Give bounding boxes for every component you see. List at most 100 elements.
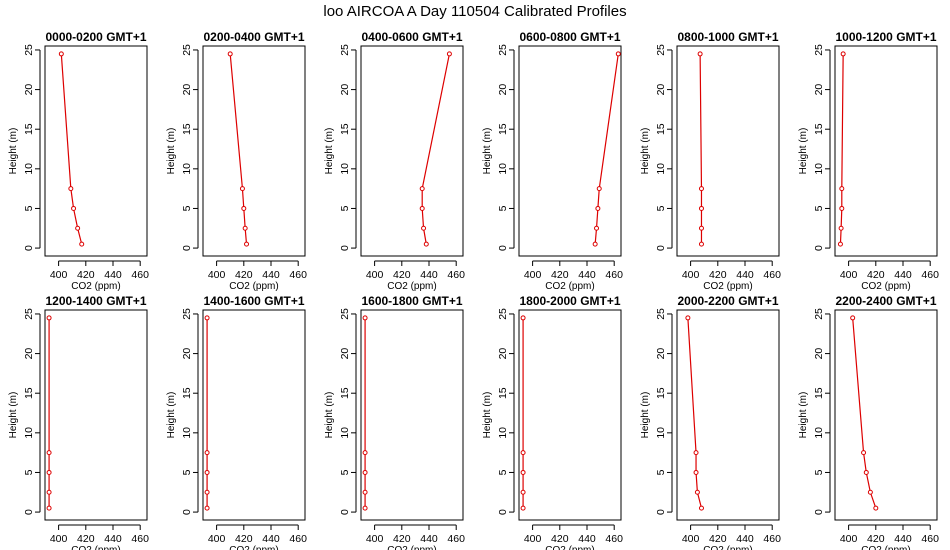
y-axis: 0 5 10 15 20 25 (181, 44, 199, 251)
x-axis: 400 420 440 460 (50, 260, 149, 281)
data-point (362, 450, 368, 456)
plot-frame (44, 309, 148, 521)
y-tick-label: 0 (813, 509, 825, 515)
x-tick-label: 400 (208, 533, 226, 545)
y-tick-label: 25 (655, 44, 667, 56)
plot-frame (360, 45, 464, 257)
data-point (867, 489, 873, 495)
x-tick-label: 420 (551, 269, 569, 281)
x-tick-label: 420 (393, 269, 411, 281)
panel-3: 0400-0600 GMT+1 400 420 440 460 CO2 (ppm) 0 5 10… (324, 30, 465, 292)
data-point (79, 241, 85, 247)
x-tick-label: 460 (921, 533, 939, 545)
x-tick-label: 460 (921, 269, 939, 281)
y-tick-label: 5 (497, 469, 509, 475)
y-tick-label: 0 (339, 509, 351, 515)
y-axis: 0 5 10 15 20 25 (655, 44, 673, 251)
x-axis-label: CO2 (ppm) (71, 545, 120, 550)
y-tick-label: 20 (813, 348, 825, 360)
figure-title: loo AIRCOA A Day 110504 Calibrated Profi… (323, 3, 626, 20)
data-point (850, 315, 856, 321)
x-axis: 400 420 440 460 (524, 524, 623, 545)
y-axis: 0 5 10 15 20 25 (339, 44, 357, 251)
x-tick-label: 440 (578, 269, 596, 281)
data-point (840, 51, 846, 57)
x-axis: 400 420 440 460 (840, 260, 939, 281)
y-tick-label: 25 (339, 44, 351, 56)
y-tick-label: 25 (497, 44, 509, 56)
data-point (698, 205, 704, 211)
y-tick-label: 0 (497, 245, 509, 251)
data-point (241, 205, 247, 211)
x-tick-label: 440 (894, 269, 912, 281)
x-tick-label: 440 (420, 269, 438, 281)
y-tick-label: 0 (23, 509, 35, 515)
data-point (520, 315, 526, 321)
y-tick-label: 25 (813, 44, 825, 56)
y-tick-label: 10 (655, 427, 667, 439)
y-tick-label: 25 (655, 308, 667, 320)
data-point (71, 205, 77, 211)
panel-title: 1000-1200 GMT+1 (835, 30, 936, 44)
panel-1: 0000-0200 GMT+1 400 420 440 460 CO2 (ppm) 0 5 10… (8, 30, 149, 292)
y-tick-label: 25 (23, 308, 35, 320)
y-tick-label: 5 (181, 469, 193, 475)
x-tick-label: 460 (447, 533, 465, 545)
panel-title: 1200-1400 GMT+1 (45, 294, 146, 308)
x-axis-label: CO2 (ppm) (703, 545, 752, 550)
x-tick-label: 400 (840, 533, 858, 545)
data-point (698, 241, 704, 247)
x-tick-label: 400 (366, 269, 384, 281)
panel-7: 1200-1400 GMT+1 400 420 440 460 CO2 (ppm) 0 5 10… (8, 294, 149, 550)
x-tick-label: 400 (682, 269, 700, 281)
y-tick-label: 5 (181, 205, 193, 211)
y-tick-label: 15 (497, 123, 509, 135)
y-tick-label: 5 (23, 205, 35, 211)
plot-frame (44, 45, 148, 257)
plot-frame (518, 45, 622, 257)
x-tick-label: 440 (894, 533, 912, 545)
y-tick-label: 20 (23, 348, 35, 360)
y-tick-label: 15 (655, 123, 667, 135)
y-tick-label: 20 (497, 84, 509, 96)
x-axis-label: CO2 (ppm) (861, 281, 910, 292)
panel-title: 0400-0600 GMT+1 (361, 30, 462, 44)
data-point (615, 51, 621, 57)
x-axis: 400 420 440 460 (682, 260, 781, 281)
x-axis-label: CO2 (ppm) (387, 545, 436, 550)
y-tick-label: 10 (339, 427, 351, 439)
panel-5: 0800-1000 GMT+1 400 420 440 460 CO2 (ppm) 0 5 10… (640, 30, 781, 292)
x-axis: 400 420 440 460 (208, 524, 307, 545)
data-point (863, 469, 869, 475)
panel-title: 0000-0200 GMT+1 (45, 30, 146, 44)
panel-9: 1600-1800 GMT+1 400 420 440 460 CO2 (ppm) 0 5 10… (324, 294, 465, 550)
data-point (693, 450, 699, 456)
y-axis: 0 5 10 15 20 25 (23, 308, 41, 515)
x-tick-label: 440 (578, 533, 596, 545)
x-tick-label: 400 (682, 533, 700, 545)
x-tick-label: 460 (605, 533, 623, 545)
plot-frame (518, 309, 622, 521)
data-point (520, 505, 526, 511)
panel-title: 2000-2200 GMT+1 (677, 294, 778, 308)
x-axis-label: CO2 (ppm) (545, 545, 594, 550)
data-point (204, 489, 210, 495)
y-axis-label: Height (m) (8, 128, 19, 175)
panel-11: 2000-2200 GMT+1 400 420 440 460 CO2 (ppm) 0 5 10… (640, 294, 781, 550)
data-point (697, 51, 703, 57)
x-tick-label: 460 (131, 533, 149, 545)
x-axis: 400 420 440 460 (682, 524, 781, 545)
plot-frame (676, 309, 780, 521)
data-point (861, 450, 867, 456)
x-tick-label: 440 (104, 269, 122, 281)
panel-12: 2200-2400 GMT+1 400 420 440 460 CO2 (ppm) 0 5 10… (798, 294, 939, 550)
panel-title: 1800-2000 GMT+1 (519, 294, 620, 308)
data-point (693, 469, 699, 475)
x-tick-label: 400 (524, 533, 542, 545)
data-point (46, 505, 52, 511)
panel-title: 1400-1600 GMT+1 (203, 294, 304, 308)
data-point (694, 489, 700, 495)
x-tick-label: 420 (235, 533, 253, 545)
y-tick-label: 20 (339, 348, 351, 360)
